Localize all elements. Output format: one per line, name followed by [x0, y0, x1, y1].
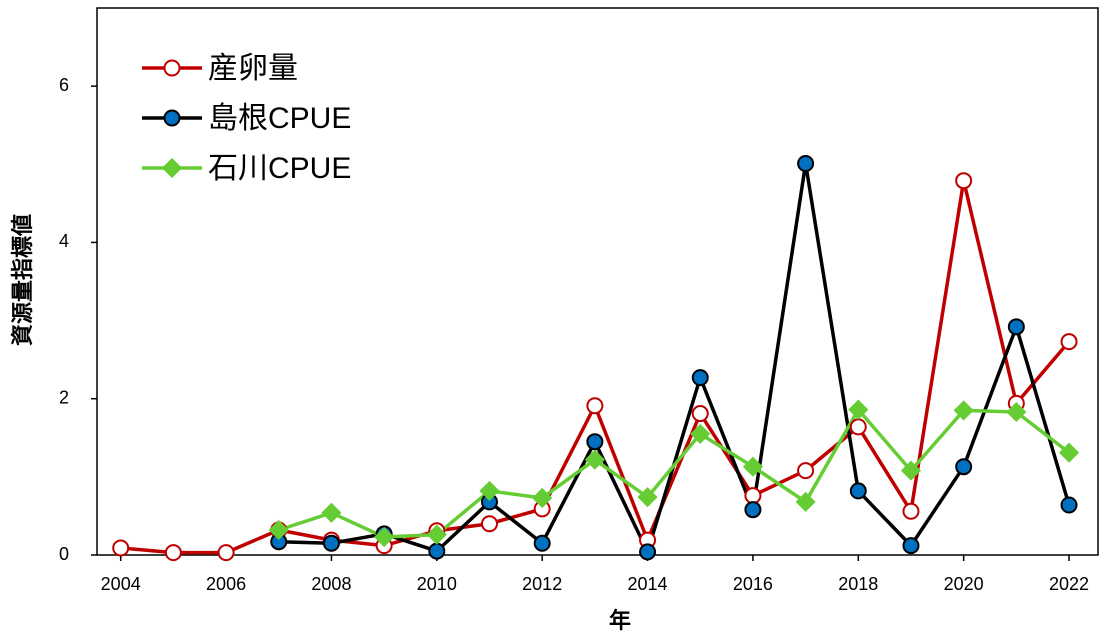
marker: [217, 544, 235, 562]
plot-frame: [96, 7, 1099, 556]
series-line: [120, 178, 1071, 555]
marker: [586, 433, 604, 451]
y-tick-label: 2: [59, 387, 69, 407]
marker: [690, 423, 711, 444]
x-tick-label: 2018: [838, 574, 878, 594]
marker: [1058, 442, 1080, 463]
marker: [112, 539, 130, 557]
marker: [639, 543, 657, 561]
x-axis-title: 年: [609, 608, 631, 633]
marker: [584, 449, 605, 470]
marker: [586, 397, 604, 415]
marker: [1006, 401, 1027, 423]
x-tick-label: 2016: [733, 574, 773, 594]
marker: [1007, 318, 1025, 336]
x-tick-label: 2010: [417, 574, 457, 594]
marker: [691, 405, 709, 423]
marker: [744, 487, 762, 505]
marker: [637, 487, 658, 508]
x-tick-label: 2020: [944, 574, 984, 594]
marker: [902, 537, 920, 555]
x-tick-label: 2004: [101, 574, 141, 594]
marker: [533, 534, 551, 552]
marker: [955, 458, 973, 476]
marker: [795, 491, 816, 512]
x-tick-label: 2014: [628, 574, 668, 594]
x-tick-label: 2012: [522, 574, 562, 594]
marker: [428, 542, 446, 560]
legend-marker: [161, 157, 183, 179]
legend-label: 島根CPUE: [208, 102, 351, 135]
marker: [953, 400, 974, 421]
y-tick-label: 6: [59, 75, 69, 95]
legend-marker: [163, 59, 181, 77]
marker: [1060, 496, 1078, 514]
marker: [479, 480, 500, 501]
marker: [955, 172, 973, 190]
marker: [849, 418, 867, 436]
legend-label: 産卵量: [208, 52, 298, 85]
marker: [691, 369, 709, 387]
marker: [426, 524, 447, 545]
marker: [744, 501, 762, 519]
marker: [532, 487, 553, 509]
legend-marker: [163, 109, 181, 127]
marker: [849, 482, 867, 500]
marker: [848, 399, 869, 420]
marker: [321, 502, 342, 523]
marker: [164, 544, 182, 562]
series-line: [278, 161, 1071, 554]
y-tick-label: 4: [59, 231, 69, 251]
x-tick-label: 2022: [1049, 574, 1089, 594]
y-tick-label: 0: [59, 544, 69, 564]
marker: [322, 534, 340, 552]
marker: [797, 155, 815, 173]
marker: [1060, 333, 1078, 351]
marker: [742, 456, 763, 477]
x-tick-label: 2006: [206, 574, 246, 594]
marker: [900, 460, 922, 481]
y-axis-title: 資源量指標値: [10, 214, 35, 346]
marker: [480, 515, 498, 533]
legend-label: 石川CPUE: [208, 152, 351, 185]
series-line: [278, 407, 1071, 539]
x-tick-label: 2008: [311, 574, 351, 594]
marker: [374, 526, 395, 548]
marker: [797, 462, 815, 480]
marker: [902, 502, 920, 520]
marker: [268, 519, 289, 541]
